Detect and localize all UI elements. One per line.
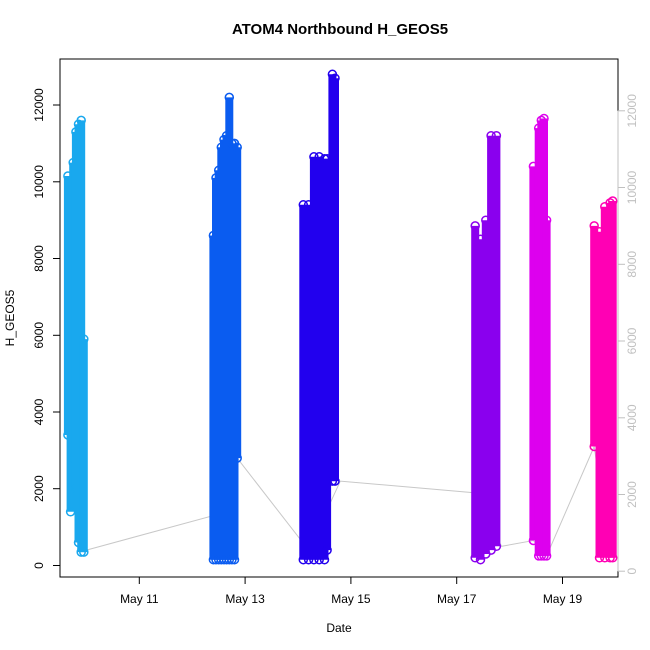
series-4-segment-5-top-point xyxy=(491,130,502,141)
y-tick-label-right: 4000 xyxy=(625,404,639,431)
x-tick-label: May 15 xyxy=(331,592,371,606)
series-2 xyxy=(208,92,242,565)
series-4-segment-1-top-point xyxy=(470,221,480,231)
series-layer xyxy=(63,69,618,565)
series-3-segment-6-bottom-point xyxy=(322,545,332,555)
series-5-segment-5-bottom-point xyxy=(541,551,552,561)
series-5-segment-4-top-point xyxy=(539,113,549,124)
series-2-segment-9-bottom-point xyxy=(229,554,240,565)
series-1-segment-6-top-point xyxy=(76,115,86,126)
y-axis-left: 0 2000 4000 6000 8000 10000 12000 xyxy=(32,88,61,569)
x-axis: May 11 May 13 May 15 May 17 May 19 xyxy=(120,576,583,606)
series-4-segment-5-bottom-point xyxy=(491,541,502,552)
x-axis-label: Date xyxy=(326,621,352,635)
y-tick-label-left: 12000 xyxy=(32,88,46,122)
series-4-segment-2-bottom-point xyxy=(475,554,486,565)
series-3-segment-8-top-point xyxy=(330,73,340,83)
x-tick-label: May 19 xyxy=(543,592,583,606)
series-6-segment-5-bottom-point xyxy=(607,553,618,563)
series-6-segment-1-top-point xyxy=(589,221,599,231)
y-tick-label-left: 4000 xyxy=(32,398,46,425)
series-1-segment-7-bottom-point xyxy=(79,547,89,557)
y-tick-label-right: 8000 xyxy=(625,251,639,278)
y-tick-label-right: 6000 xyxy=(625,327,639,354)
series-3-segment-5-bottom-point xyxy=(319,554,330,565)
x-tick-label: May 11 xyxy=(120,592,159,606)
series-6 xyxy=(589,196,618,563)
series-5-segment-5-top-point xyxy=(541,215,552,225)
series-2-segment-7-top-point xyxy=(224,92,235,103)
y-tick-label-left: 2000 xyxy=(32,475,46,502)
series-1-segment-7-top-point xyxy=(79,334,89,344)
y-tick-label-right: 0 xyxy=(625,568,639,575)
series-1 xyxy=(63,115,89,557)
series-3-segment-8-bottom-point xyxy=(330,476,340,486)
series-3 xyxy=(298,69,340,565)
y-tick-label-left: 0 xyxy=(32,562,46,569)
y-axis-label: H_GEOS5 xyxy=(3,289,17,346)
y-tick-label-right: 12000 xyxy=(625,94,639,128)
chart-title: ATOM4 Northbound H_GEOS5 xyxy=(232,21,448,38)
series-2-segment-10-top-point xyxy=(232,142,242,153)
y-tick-label-left: 10000 xyxy=(32,165,46,199)
series-5 xyxy=(528,113,552,561)
y-tick-label-right: 2000 xyxy=(625,481,639,508)
y-tick-label-right: 10000 xyxy=(625,170,639,204)
x-tick-label: May 17 xyxy=(437,592,477,606)
y-tick-label-left: 8000 xyxy=(32,245,46,272)
series-2-segment-10-bottom-point xyxy=(232,453,242,463)
series-4 xyxy=(470,130,502,565)
series-6-segment-5-top-point xyxy=(607,196,618,206)
y-tick-label-left: 6000 xyxy=(32,322,46,349)
y-axis-right: 0 2000 4000 6000 8000 10000 12000 xyxy=(617,94,639,575)
x-tick-label: May 13 xyxy=(225,592,265,606)
